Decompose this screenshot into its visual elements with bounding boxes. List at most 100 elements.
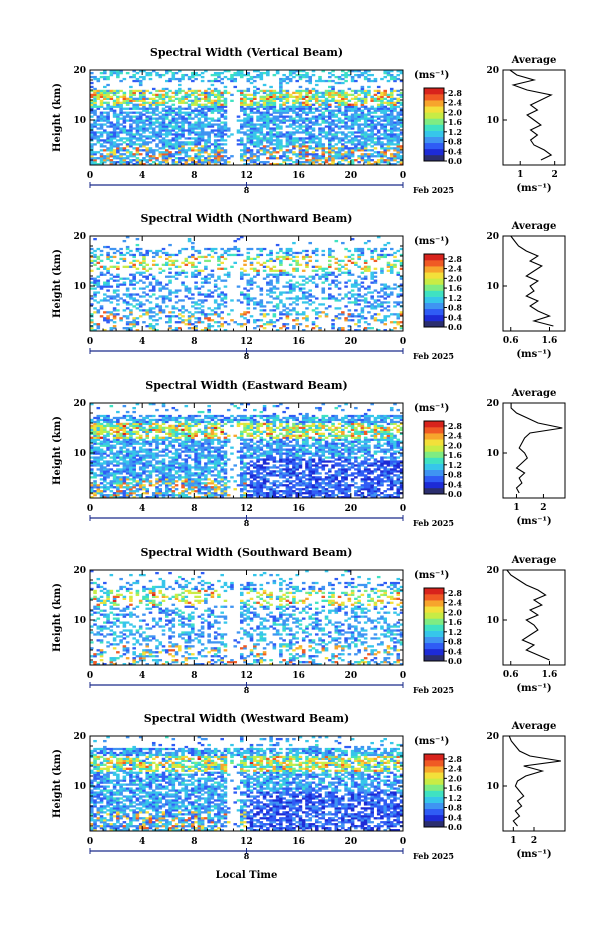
- profile-title: Average: [511, 388, 557, 399]
- colorbar-step: [424, 130, 444, 137]
- x-tick-label: 16: [292, 837, 305, 847]
- colorbar-tick-label: 2.4: [448, 598, 462, 608]
- y-tick-label: 10: [73, 282, 86, 292]
- colorbar-tick-label: 0.4: [448, 312, 462, 322]
- profile-y-tick-label: 10: [486, 616, 499, 626]
- y-axis-label: Height (km): [52, 83, 63, 152]
- panel-5: Spectral Width (Westward Beam)1020Height…: [52, 712, 566, 861]
- panel-title: Spectral Width (Vertical Beam): [150, 46, 343, 59]
- x-tick-label: 12: [240, 671, 253, 681]
- y-axis-label: Height (km): [52, 249, 63, 318]
- colorbar-tick-label: 1.6: [448, 783, 462, 793]
- colorbar-step: [424, 124, 444, 131]
- colorbar-tick-label: 2.4: [448, 98, 462, 108]
- average-profile: Average 10 20 1 2 (ms⁻¹): [486, 388, 566, 527]
- colorbar-step: [424, 254, 444, 261]
- colorbar-unit: (ms⁻¹): [414, 70, 449, 81]
- x-tick-label: 20: [345, 171, 358, 181]
- profile-y-tick-label: 10: [486, 782, 499, 792]
- colorbar-step: [424, 612, 444, 619]
- x-tick-label: 0: [400, 504, 406, 514]
- x-tick-label: 20: [345, 337, 358, 347]
- colorbar-step: [424, 790, 444, 797]
- profile-title: Average: [511, 721, 557, 732]
- colorbar-step: [424, 648, 444, 656]
- heatmap-cells: [90, 403, 404, 499]
- profile-x-tick-label: 1: [510, 836, 516, 846]
- colorbar-step: [424, 421, 444, 428]
- colorbar-tick-label: 0.0: [448, 322, 462, 332]
- colorbar-tick-label: 0.8: [448, 303, 462, 313]
- colorbar: 0.00.40.81.21.62.02.42.8: [423, 753, 462, 832]
- profile-title: Average: [511, 55, 557, 66]
- colorbar-step: [424, 290, 444, 297]
- profile-x-label: (ms⁻¹): [516, 849, 551, 860]
- colorbar-step: [424, 766, 444, 773]
- y-tick-label: 10: [73, 782, 86, 792]
- colorbar-unit: (ms⁻¹): [414, 570, 449, 581]
- heatmap-cells: [90, 736, 404, 832]
- colorbar-step: [424, 588, 444, 595]
- colorbar-step: [424, 469, 444, 477]
- colorbar-tick-label: 0.0: [448, 822, 462, 832]
- colorbar-tick-label: 1.6: [448, 450, 462, 460]
- x-tick-label: 12: [240, 171, 253, 181]
- colorbar-tick-label: 0.8: [448, 470, 462, 480]
- profile-line: [506, 569, 550, 661]
- colorbar-step: [424, 266, 444, 273]
- profile-x-label: (ms⁻¹): [516, 516, 551, 527]
- colorbar-step: [424, 142, 444, 150]
- profile-x-tick-label: 1.6: [542, 336, 558, 346]
- x-tick-label: 0: [87, 504, 93, 514]
- colorbar-step: [424, 320, 444, 328]
- colorbar: 0.00.40.81.21.62.02.42.8: [423, 87, 462, 166]
- y-tick-label: 10: [73, 616, 86, 626]
- colorbar-step: [424, 148, 444, 156]
- profile-x-tick-label: 1.6: [542, 670, 558, 680]
- colorbar: 0.00.40.81.21.62.02.42.8: [423, 253, 462, 332]
- colorbar-tick-label: 2.0: [448, 607, 462, 617]
- colorbar-tick-label: 1.2: [448, 793, 462, 803]
- colorbar-frame: [423, 253, 445, 328]
- panel-title: Spectral Width (Westward Beam): [144, 712, 349, 725]
- y-axis-label: Height (km): [52, 583, 63, 652]
- colorbar-step: [424, 308, 444, 316]
- x-tick-label: 0: [87, 337, 93, 347]
- profile-title: Average: [511, 555, 557, 566]
- panel-2: Spectral Width (Northward Beam) 10 20 Heigh…: [52, 212, 566, 361]
- y-axis-label: Height (km): [52, 749, 63, 818]
- colorbar-tick-label: 0.8: [448, 803, 462, 813]
- y-tick-label: 20: [73, 232, 86, 242]
- colorbar-tick-label: 0.4: [448, 812, 462, 822]
- panel-4: Spectral Width (Southward Beam) 10 20 Heigh…: [52, 546, 566, 695]
- colorbar-unit: (ms⁻¹): [414, 736, 449, 747]
- colorbar-frame: [423, 587, 445, 662]
- colorbar-tick-label: 1.6: [448, 617, 462, 627]
- profile-y-tick-label: 10: [486, 116, 499, 126]
- y-axis-label: Height (km): [52, 416, 63, 485]
- profile-line: [510, 403, 563, 494]
- colorbar: 0.00.40.81.21.62.02.42.8: [423, 587, 462, 666]
- colorbar-step: [424, 136, 444, 144]
- day-marker: 8: [244, 685, 250, 695]
- colorbar-tick-label: 2.0: [448, 273, 462, 283]
- x-tick-label: 8: [191, 504, 197, 514]
- colorbar-step: [424, 272, 444, 279]
- colorbar-tick-label: 2.8: [448, 588, 462, 598]
- colorbar-tick-label: 0.4: [448, 646, 462, 656]
- average-profile: Average 10 20 0.6 1.6 (ms⁻¹): [486, 555, 566, 694]
- profile-y-tick-label: 20: [486, 566, 499, 576]
- colorbar-tick-label: 1.6: [448, 117, 462, 127]
- colorbar-step: [424, 118, 444, 125]
- profile-x-tick-label: 2: [540, 503, 546, 513]
- colorbar-tick-label: 2.8: [448, 254, 462, 264]
- colorbar-step: [424, 814, 444, 822]
- x-tick-label: 0: [87, 171, 93, 181]
- colorbar-step: [424, 457, 444, 464]
- panel-title: Spectral Width (Eastward Beam): [145, 379, 347, 392]
- colorbar-step: [424, 600, 444, 607]
- x-tick-label: 8: [191, 837, 197, 847]
- colorbar-tick-label: 0.8: [448, 137, 462, 147]
- colorbar-frame: [423, 753, 445, 828]
